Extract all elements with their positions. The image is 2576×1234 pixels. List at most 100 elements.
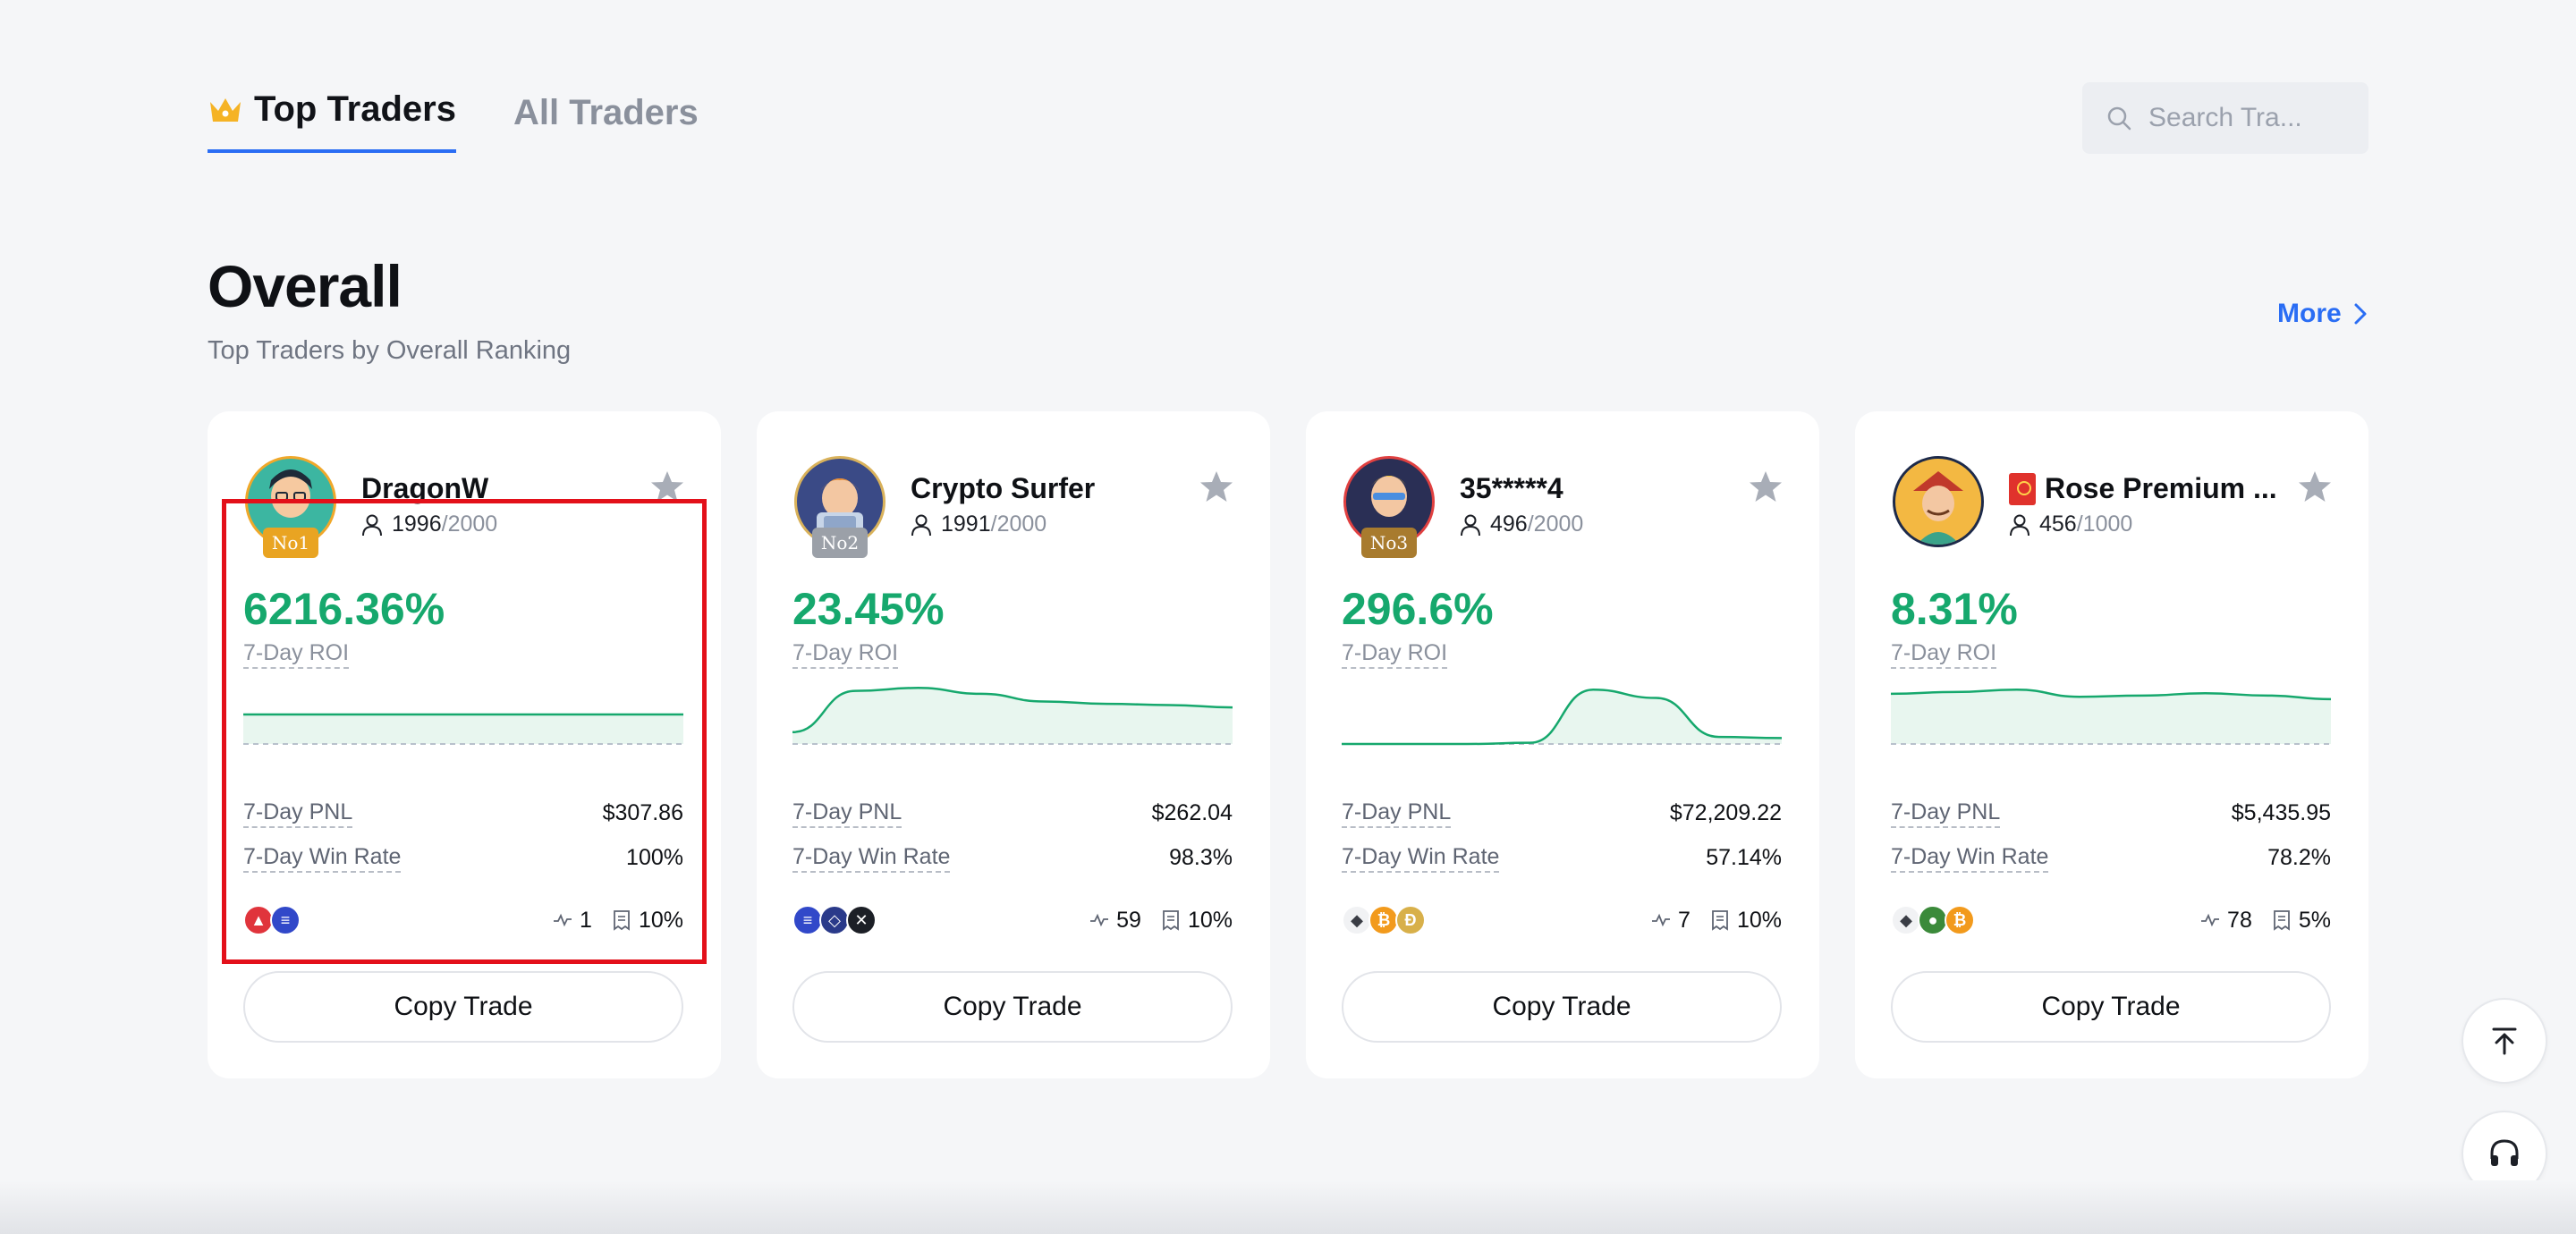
copy-trade-button[interactable]: Copy Trade [792, 971, 1233, 1043]
win-rate-row: 7-Day Win Rate 98.3% [792, 842, 1233, 873]
favorite-star-icon[interactable] [1199, 469, 1234, 504]
win-rate-label[interactable]: 7-Day Win Rate [243, 842, 402, 873]
trades-count: 1 [580, 907, 592, 933]
card-footer: ◆ ● ₿ 78 5% [1891, 905, 2331, 935]
trader-card[interactable]: No2 Crypto Surfer 1991/2000 23.45% 7-Day… [757, 411, 1270, 1078]
pnl-label[interactable]: 7-Day PNL [792, 798, 902, 828]
trader-name[interactable]: 35*****4 [1460, 472, 1563, 505]
win-rate-value: 98.3% [1169, 844, 1233, 870]
sparkline-area [243, 714, 683, 744]
rank-badge: No3 [1361, 528, 1417, 558]
sparkline-line [1891, 689, 2331, 701]
favorite-star-icon[interactable] [1748, 469, 1784, 504]
more-label: More [2277, 299, 2342, 328]
page-bottom-fade [0, 1180, 2576, 1234]
receipt-icon [2273, 910, 2290, 931]
pnl-value: $262.04 [1151, 799, 1233, 825]
profit-share: 5% [2298, 907, 2331, 933]
roi-sparkline [1891, 689, 2331, 745]
activity-icon [554, 913, 572, 927]
bitcoin-coin-icon: ₿ [1368, 905, 1399, 935]
rank-badge: No1 [263, 528, 318, 558]
bitcoin-coin-icon: ₿ [1945, 905, 1975, 935]
trader-name-text: Rose Premium ... [2045, 472, 2277, 504]
red-envelope-icon [2009, 472, 2036, 505]
roi-value: 296.6% [1342, 584, 1494, 634]
roi-label[interactable]: 7-Day ROI [243, 638, 350, 669]
user-icon [911, 514, 931, 536]
sparkline-line [1342, 689, 1782, 746]
tab-top-traders[interactable]: Top Traders [208, 89, 456, 153]
profit-share: 10% [638, 907, 683, 933]
tab-all-traders[interactable]: All Traders [513, 93, 699, 153]
coin-list: ◆ ● ₿ [1891, 905, 1975, 935]
win-rate-row: 7-Day Win Rate 78.2% [1891, 842, 2331, 873]
avatar: No2 [794, 456, 886, 558]
win-rate-label[interactable]: 7-Day Win Rate [792, 842, 951, 873]
x-coin-icon: ✕ [846, 905, 877, 935]
sparkline-area [1891, 689, 2331, 744]
copy-trade-button[interactable]: Copy Trade [1891, 971, 2331, 1043]
pnl-row: 7-Day PNL $307.86 [243, 798, 683, 828]
trader-card[interactable]: No1 DragonW 1996/2000 6216.36% 7-Day ROI… [208, 411, 721, 1078]
activity-icon [2201, 913, 2220, 927]
followers-value: 1991 [941, 511, 991, 537]
ethereum-coin-icon: ◆ [1891, 905, 1921, 935]
roi-label[interactable]: 7-Day ROI [1891, 638, 1997, 669]
profit-share: 10% [1187, 907, 1233, 933]
card-footer: ▲ ≡ 1 10% [243, 905, 683, 935]
chevron-right-icon [2354, 303, 2367, 325]
favorite-star-icon[interactable] [2297, 469, 2333, 504]
search-input[interactable] [2148, 103, 2345, 133]
followers-max: /2000 [1527, 511, 1584, 537]
trader-name-text: 35*****4 [1460, 472, 1563, 504]
roi-value: 23.45% [792, 584, 945, 634]
followers-count: 1996/2000 [361, 511, 497, 537]
pnl-value: $307.86 [602, 799, 683, 825]
trader-card[interactable]: No3 35*****4 496/2000 296.6% 7-Day ROI 7… [1306, 411, 1819, 1078]
trader-name[interactable]: Rose Premium ... [2009, 472, 2277, 505]
win-rate-value: 100% [626, 844, 683, 870]
pnl-row: 7-Day PNL $262.04 [792, 798, 1233, 828]
arrow-up-to-top-icon [2492, 1027, 2517, 1055]
copy-trade-button[interactable]: Copy Trade [1342, 971, 1782, 1043]
copy-trade-button[interactable]: Copy Trade [243, 971, 683, 1043]
dogecoin-coin-icon: Ð [1395, 905, 1426, 935]
trader-name[interactable]: DragonW [361, 472, 488, 505]
activity-icon [1090, 913, 1109, 927]
crown-icon [210, 97, 241, 122]
pnl-value: $72,209.22 [1669, 799, 1782, 825]
win-rate-label[interactable]: 7-Day Win Rate [1891, 842, 2049, 873]
followers-count: 1991/2000 [911, 511, 1046, 537]
back-to-top-button[interactable] [2462, 998, 2547, 1084]
win-rate-row: 7-Day Win Rate 100% [243, 842, 683, 873]
section-title: Overall [208, 253, 402, 319]
roi-label[interactable]: 7-Day ROI [792, 638, 899, 669]
sparkline-line [792, 687, 1233, 734]
roi-sparkline [792, 687, 1233, 745]
more-link[interactable]: More [2277, 299, 2368, 329]
pnl-row: 7-Day PNL $72,209.22 [1342, 798, 1782, 828]
trader-card[interactable]: Rose Premium ... 456/1000 8.31% 7-Day RO… [1855, 411, 2368, 1078]
followers-max: /2000 [990, 511, 1047, 537]
win-rate-label[interactable]: 7-Day Win Rate [1342, 842, 1500, 873]
followers-value: 456 [2039, 511, 2077, 537]
favorite-star-icon[interactable] [649, 469, 685, 504]
pnl-label[interactable]: 7-Day PNL [1891, 798, 2001, 828]
followers-count: 496/2000 [1460, 511, 1583, 537]
sparkline-area [792, 688, 1233, 744]
pnl-label[interactable]: 7-Day PNL [243, 798, 353, 828]
trader-name[interactable]: Crypto Surfer [911, 472, 1095, 505]
headphones-icon [2490, 1139, 2519, 1166]
trader-tabs: Top Traders All Traders [208, 89, 699, 153]
search-box[interactable] [2082, 82, 2368, 154]
profit-share: 10% [1736, 907, 1782, 933]
roi-value: 8.31% [1891, 584, 2018, 634]
pnl-label[interactable]: 7-Day PNL [1342, 798, 1452, 828]
card-meta: 78 5% [2200, 908, 2331, 934]
pepe-coin-icon: ● [1918, 905, 1948, 935]
win-rate-value: 78.2% [2267, 844, 2331, 870]
avatar: No3 [1343, 456, 1435, 558]
activity-icon [1652, 913, 1671, 927]
roi-label[interactable]: 7-Day ROI [1342, 638, 1448, 669]
